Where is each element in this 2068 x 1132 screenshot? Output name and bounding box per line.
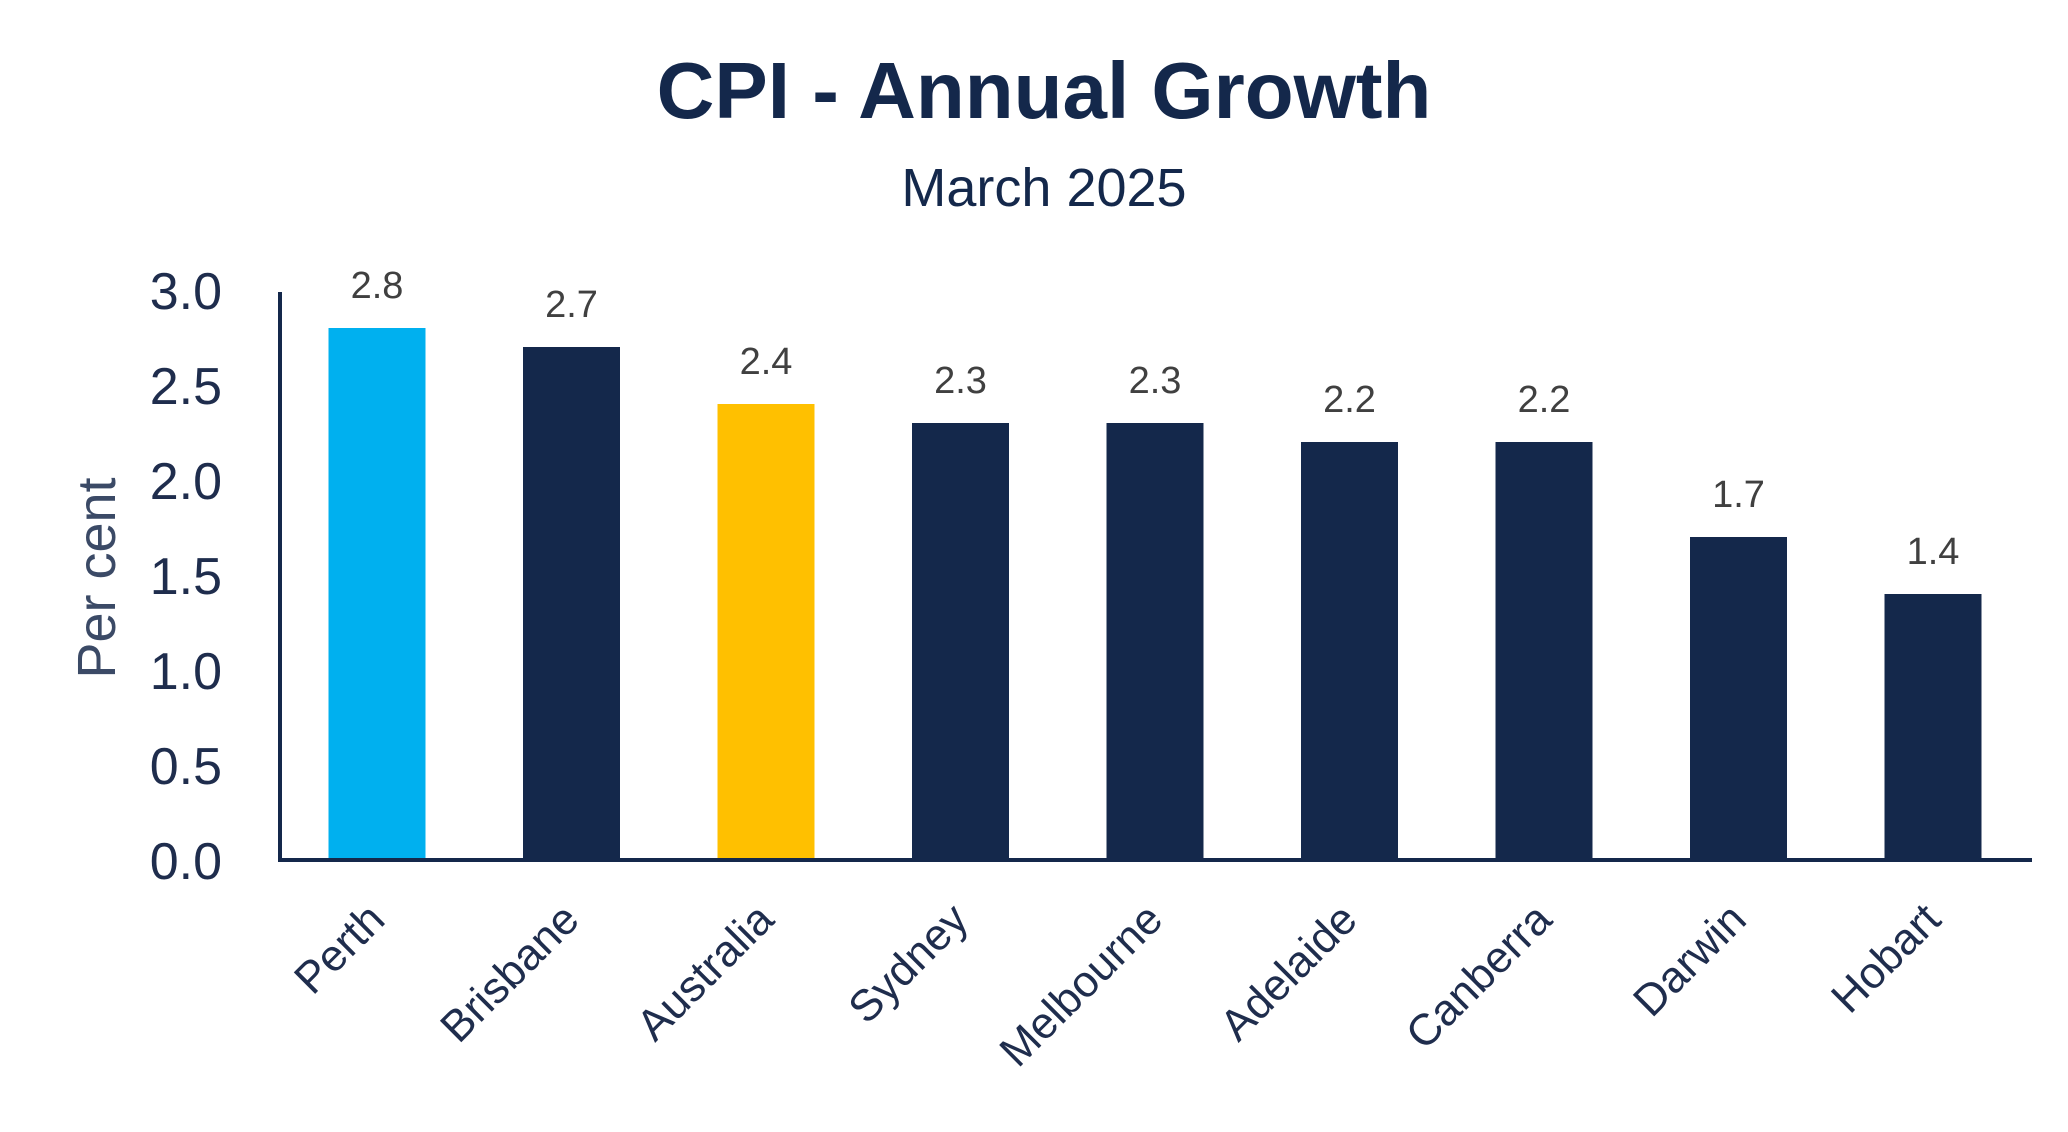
y-tick-label: 2.0 [150,453,222,511]
value-label: 2.8 [351,265,404,307]
y-tick-label: 0.5 [150,738,222,796]
x-tick-label: Adelaide [1211,894,1367,1050]
x-tick-label: Brisbane [431,894,588,1051]
chart-title: CPI - Annual Growth [657,46,1432,135]
bar-perth [328,328,426,860]
x-tick-label: Perth [285,894,394,1003]
bar-hobart [1884,594,1982,860]
bars [328,328,1982,860]
bar-brisbane [523,347,620,860]
bar-canberra [1495,442,1593,860]
value-label: 2.7 [545,284,598,326]
y-axis-label: Per cent [67,477,127,678]
value-label: 1.7 [1712,474,1765,516]
y-tick-label: 0.0 [150,833,222,891]
y-tick-label: 2.5 [150,358,222,416]
chart-subtitle: March 2025 [901,158,1186,218]
x-tick-label: Sydney [839,894,977,1032]
x-tick-label: Melbourne [990,894,1172,1076]
x-tick-label: Australia [627,894,783,1050]
value-label: 2.4 [740,341,793,383]
y-tick-label: 1.5 [150,548,222,606]
value-label: 1.4 [1907,531,1960,573]
bar-melbourne [1106,423,1204,860]
bar-australia [717,404,815,860]
x-tick-label: Canberra [1397,894,1562,1059]
value-label: 2.2 [1518,379,1571,421]
value-label: 2.3 [1129,360,1182,402]
bar-darwin [1690,537,1787,860]
bar-adelaide [1301,442,1398,860]
value-label: 2.3 [934,360,987,402]
y-tick-label: 3.0 [150,263,222,321]
y-axis-ticks: 0.0 0.5 1.0 1.5 2.0 2.5 3.0 [150,263,222,891]
x-axis-labels: Perth Brisbane Australia Sydney Melbourne Ade… [285,894,1950,1076]
value-label: 2.2 [1323,379,1376,421]
value-labels: 2.8 2.7 2.4 2.3 2.3 2.2 2.2 1.7 1.4 [351,265,1960,573]
y-tick-label: 1.0 [150,643,222,701]
x-tick-label: Darwin [1624,894,1755,1025]
bar-sydney [912,423,1009,860]
x-tick-label: Hobart [1822,894,1950,1022]
